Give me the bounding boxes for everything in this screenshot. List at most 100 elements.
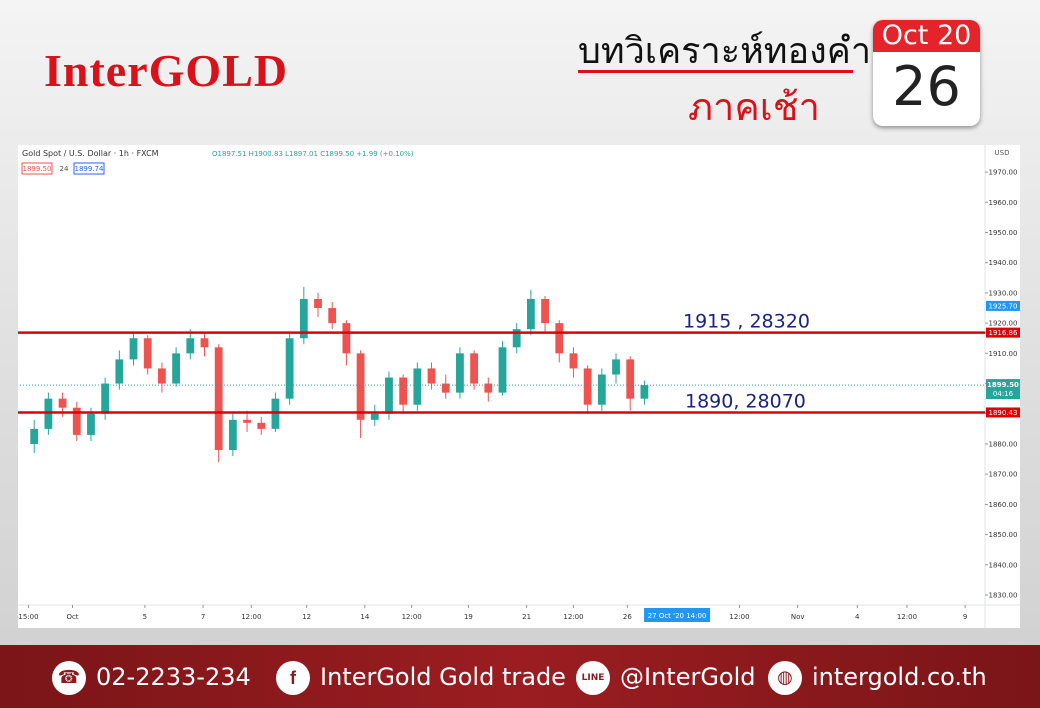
footer: ☎ 02-2233-234 f InterGold Gold trade LINE @… xyxy=(0,645,1040,708)
calendar-month: Oct 20 xyxy=(873,20,980,52)
facebook-text: InterGold Gold trade xyxy=(320,663,566,691)
spread: 24 xyxy=(60,165,69,173)
candle-body xyxy=(370,413,379,420)
candle-body xyxy=(44,398,53,429)
x-tick-label: 12:00 xyxy=(402,613,422,621)
candle-body xyxy=(87,413,95,435)
x-tick-label: 12:00 xyxy=(563,613,583,621)
bid-box xyxy=(21,162,53,175)
x-tick-label: 12 xyxy=(302,613,311,621)
candle-body xyxy=(243,419,251,423)
x-tick-label: Oct xyxy=(66,613,78,621)
calendar-day: 26 xyxy=(892,55,961,118)
crosshair-label: 27 Oct '20 14:00 xyxy=(648,612,707,620)
candle-body xyxy=(58,398,67,408)
candle-body xyxy=(498,347,507,393)
candle-body xyxy=(30,428,39,444)
candle-body xyxy=(158,368,166,384)
candle-body xyxy=(640,385,649,399)
y-tick-label: 1960.00 xyxy=(989,199,1018,207)
y-tick-label: 1840.00 xyxy=(989,561,1018,569)
level-box xyxy=(986,327,1020,338)
x-tick-label: 14 xyxy=(360,613,369,621)
level-label: 1890.43 xyxy=(989,409,1018,417)
x-tick-label: 4 xyxy=(855,613,860,621)
candle-body xyxy=(541,298,549,324)
x-tick-label: 7 xyxy=(201,613,205,621)
candle-body xyxy=(186,338,195,354)
candle-body xyxy=(72,407,81,435)
last-price-box xyxy=(986,379,1020,400)
candle-body xyxy=(526,298,535,330)
level-box xyxy=(986,407,1020,418)
title-underline xyxy=(578,70,853,73)
candle-body xyxy=(385,377,393,414)
chart: Gold Spot / U.S. Dollar · 1h · FXCM O189… xyxy=(18,145,1020,628)
candle-body xyxy=(257,422,266,429)
y-tick-label: 1950.00 xyxy=(989,229,1018,237)
candle-body xyxy=(470,353,479,384)
ask-box xyxy=(73,162,105,175)
title: บทวิเคราะห์ทองคำ xyxy=(578,31,872,72)
candle-body xyxy=(413,368,422,405)
candle-body xyxy=(626,359,635,399)
y-tick-label: 1880.00 xyxy=(989,440,1018,448)
candle-body xyxy=(328,308,337,324)
candle-body xyxy=(612,359,620,375)
brand: InterGOLD xyxy=(44,45,289,96)
y-tick-label: 1870.00 xyxy=(989,471,1018,479)
website: ◍ intergold.co.th xyxy=(768,659,987,695)
high-marker-box xyxy=(986,300,1020,311)
candle-body xyxy=(200,338,209,348)
countdown: 04:16 xyxy=(993,390,1014,398)
candle-body xyxy=(512,329,521,348)
candle-body xyxy=(129,338,138,360)
calendar: Oct 20 26 xyxy=(873,20,980,126)
candle-body xyxy=(456,353,464,393)
x-tick-label: 15:00 xyxy=(18,613,38,621)
y-tick-label: 1830.00 xyxy=(989,592,1018,600)
candle-body xyxy=(299,298,308,339)
x-tick-label: 12:00 xyxy=(897,613,917,621)
high-marker-label: 1925.70 xyxy=(989,302,1018,310)
candle-body xyxy=(271,398,280,429)
candle-body xyxy=(399,377,408,405)
candle-body xyxy=(342,323,351,354)
bid: 1899.50 xyxy=(23,165,52,173)
line: LINE @InterGold xyxy=(576,659,756,695)
y-tick-label: 1930.00 xyxy=(989,289,1018,297)
chart-bg xyxy=(18,145,1020,628)
x-tick-label: Nov xyxy=(791,613,805,621)
level-label: 1916.86 xyxy=(989,329,1018,337)
website-text: intergold.co.th xyxy=(812,663,987,691)
x-tick-label: 19 xyxy=(464,613,473,621)
last-price-label: 1899.50 xyxy=(987,381,1019,389)
y-tick-label: 1910.00 xyxy=(989,350,1018,358)
candle-body xyxy=(441,383,450,393)
x-tick-label: 21 xyxy=(522,613,531,621)
y-tick-label: 1970.00 xyxy=(989,169,1018,177)
crosshair-box xyxy=(644,608,711,622)
currency: USD xyxy=(995,149,1010,157)
level-note: 1890, 28070 xyxy=(685,390,806,412)
candle-body xyxy=(356,353,365,420)
candle-body xyxy=(115,359,124,384)
candle-body xyxy=(228,419,237,451)
candle-body xyxy=(569,353,578,369)
candle-body xyxy=(555,323,564,354)
candle-body xyxy=(484,383,493,393)
x-tick-label: 12:00 xyxy=(729,613,749,621)
candle-body xyxy=(172,353,181,384)
candle-body xyxy=(314,298,322,309)
candle-body xyxy=(143,338,152,369)
candle-body xyxy=(427,368,436,384)
subtitle: ภาคเช้า xyxy=(688,85,820,129)
y-tick-label: 1940.00 xyxy=(989,259,1018,267)
phone-text: 02-2233-234 xyxy=(96,663,251,691)
candle-body xyxy=(597,374,606,405)
candle-body xyxy=(583,368,592,405)
y-tick-label: 1860.00 xyxy=(989,501,1018,509)
phone: ☎ 02-2233-234 xyxy=(52,659,251,695)
x-tick-label: 5 xyxy=(143,613,147,621)
